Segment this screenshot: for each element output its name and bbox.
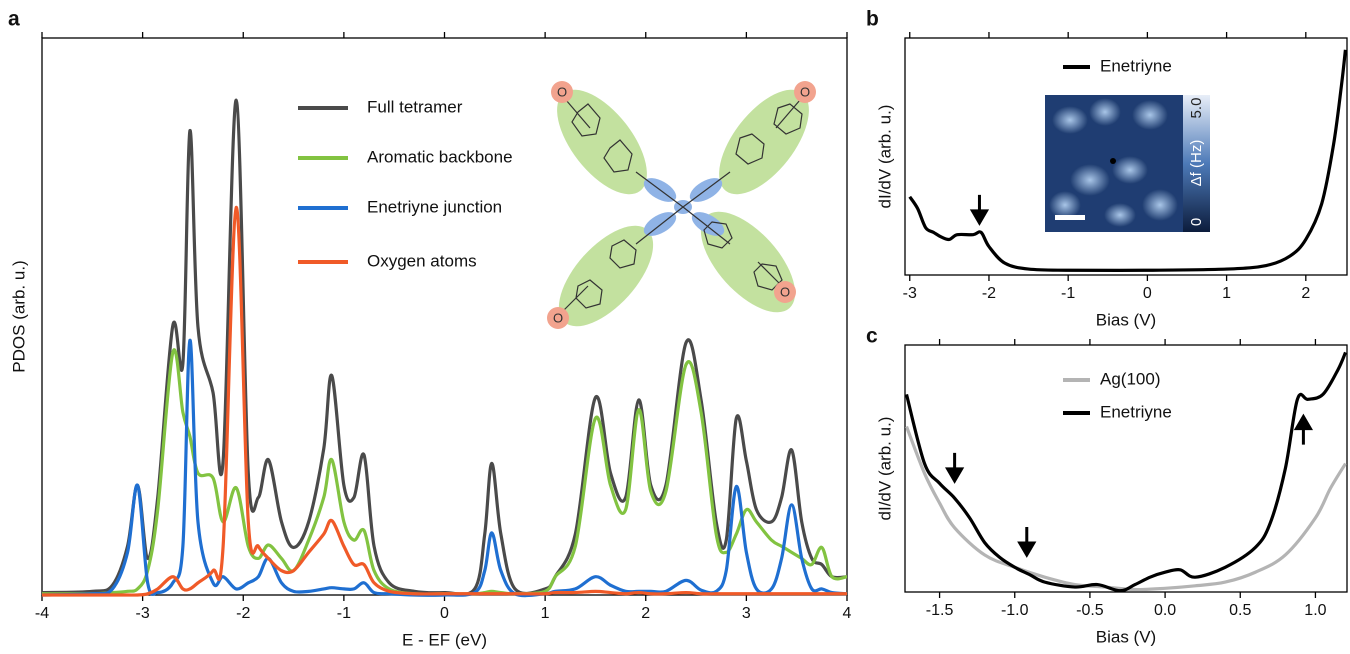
panel-letter: b bbox=[866, 8, 879, 31]
atom-label: O bbox=[553, 310, 563, 325]
atom-label: O bbox=[557, 84, 567, 99]
arrow bbox=[948, 453, 962, 481]
y-axis-label: dI/dV (arb. u.) bbox=[875, 105, 894, 209]
x-tick-label: -4 bbox=[35, 605, 49, 622]
colorbar-label: 5.0 bbox=[1188, 98, 1205, 119]
x-tick-label: -1 bbox=[1061, 285, 1075, 302]
legend-label: Enetriyne bbox=[1100, 402, 1172, 421]
stm-inset bbox=[1045, 95, 1210, 232]
legend-label: Enetriyne bbox=[1100, 56, 1172, 75]
plot-frame bbox=[42, 38, 847, 595]
colorbar-label: 0 bbox=[1188, 218, 1205, 226]
x-axis-label: Bias (V) bbox=[1096, 627, 1156, 646]
legend-label: Enetriyne junction bbox=[367, 197, 502, 216]
molecule bbox=[540, 75, 826, 342]
x-tick-label: 0.5 bbox=[1229, 602, 1251, 619]
x-tick-label: -1 bbox=[337, 605, 351, 622]
x-tick-label: 0 bbox=[440, 605, 449, 622]
data-line bbox=[907, 427, 1346, 590]
atom-label: O bbox=[780, 284, 790, 299]
x-tick-label: 0.0 bbox=[1154, 602, 1176, 619]
x-tick-label: -0.5 bbox=[1076, 602, 1104, 619]
panel-letter: c bbox=[866, 325, 878, 348]
x-tick-label: 1.0 bbox=[1304, 602, 1326, 619]
arrow bbox=[1296, 417, 1310, 445]
legend-label: Aromatic backbone bbox=[367, 147, 513, 166]
arrow bbox=[1020, 527, 1034, 555]
x-tick-label: -1.5 bbox=[926, 602, 954, 619]
colorbar-label: Δf (Hz) bbox=[1188, 140, 1205, 187]
x-tick-label: 1 bbox=[1222, 285, 1231, 302]
legend-label: Full tetramer bbox=[367, 97, 463, 116]
legend-label: Oxygen atoms bbox=[367, 251, 477, 270]
figure: a -4 -3 -2 -1 0 1 2 3 4 E - EF (eV) PDOS (arb. u.) F… bbox=[0, 0, 1350, 654]
x-tick-label: -2 bbox=[236, 605, 250, 622]
data-line bbox=[42, 350, 847, 594]
x-tick-label: 0 bbox=[1143, 285, 1152, 302]
x-tick-label: 2 bbox=[641, 605, 650, 622]
atom-label: O bbox=[800, 84, 810, 99]
x-tick-label: 3 bbox=[742, 605, 751, 622]
x-tick-label: -3 bbox=[136, 605, 150, 622]
x-tick-label: 4 bbox=[843, 605, 852, 622]
x-axis-label: E - EF (eV) bbox=[402, 630, 487, 649]
x-tick-label: -3 bbox=[903, 285, 917, 302]
x-tick-label: 2 bbox=[1301, 285, 1310, 302]
x-tick-label: 1 bbox=[541, 605, 550, 622]
legend-label: Ag(100) bbox=[1100, 369, 1160, 388]
y-axis-label: dI/dV (arb. u.) bbox=[875, 417, 894, 521]
x-tick-label: -1.0 bbox=[1001, 602, 1029, 619]
arrow bbox=[972, 195, 986, 223]
y-axis-label: PDOS (arb. u.) bbox=[9, 260, 28, 372]
x-axis-label: Bias (V) bbox=[1096, 310, 1156, 329]
x-tick-label: -2 bbox=[982, 285, 996, 302]
panel-letter: a bbox=[8, 8, 20, 31]
